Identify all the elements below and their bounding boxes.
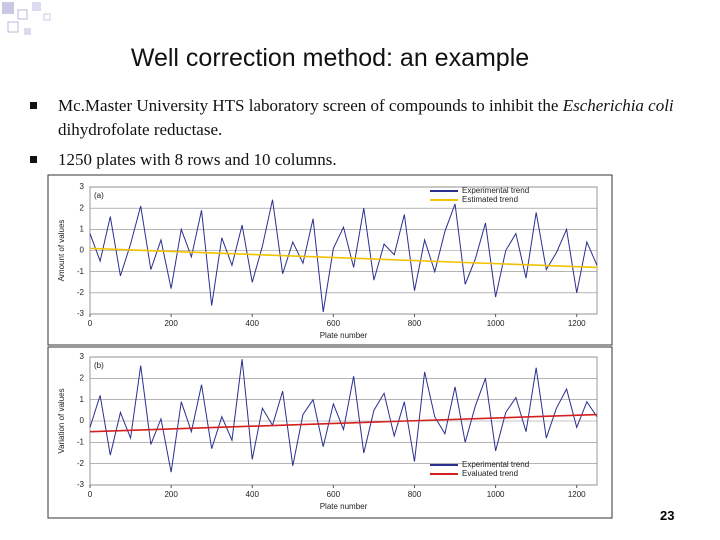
bullet: Mc.Master University HTS laboratory scre… [58, 94, 698, 142]
data-line [89, 247, 598, 269]
bullet-text: dihydrofolate reductase. [58, 120, 223, 139]
y-tick-label: 3 [80, 352, 85, 361]
y-tick-label: 0 [80, 416, 85, 425]
bullet-text: 1250 plates with 8 rows and 10 columns. [58, 150, 337, 169]
legend-label: Estimated trend [462, 195, 518, 204]
x-tick-label: 400 [246, 319, 260, 328]
y-tick-label: -2 [77, 288, 85, 297]
x-tick-label: 0 [88, 319, 93, 328]
y-tick-label: 0 [80, 246, 85, 255]
y-axis-label: Variation of values [57, 388, 66, 453]
x-tick-label: 600 [327, 490, 341, 499]
data-line [89, 359, 598, 473]
x-tick-label: 800 [408, 319, 422, 328]
decoration [2, 2, 51, 35]
x-axis-label: Plate number [320, 502, 368, 511]
x-tick-label: 600 [327, 319, 341, 328]
x-tick-label: 400 [246, 490, 260, 499]
x-tick-label: 0 [88, 490, 93, 499]
bullet-italic: Escherichia coli [562, 96, 674, 115]
x-tick-label: 800 [408, 490, 422, 499]
x-tick-label: 1200 [568, 490, 586, 499]
bullet: 1250 plates with 8 rows and 10 columns. [58, 148, 698, 172]
x-axis-label: Plate number [320, 331, 368, 340]
x-tick-label: 1000 [487, 319, 505, 328]
y-tick-label: -1 [77, 437, 85, 446]
y-tick-label: 2 [80, 203, 85, 212]
y-tick-label: -2 [77, 459, 85, 468]
bullet-text: Mc.Master University HTS laboratory scre… [58, 96, 559, 115]
x-tick-label: 200 [164, 319, 178, 328]
y-tick-label: 3 [80, 182, 85, 191]
slide-title: Well correction method: an example [130, 44, 530, 72]
y-tick-label: 2 [80, 373, 85, 382]
y-tick-label: -1 [77, 267, 85, 276]
x-tick-label: 1200 [568, 319, 586, 328]
y-tick-label: -3 [77, 309, 85, 318]
y-axis-label: Amount of values [57, 220, 66, 282]
legend-label: Experimental trend [462, 460, 529, 469]
y-tick-label: -3 [77, 480, 85, 489]
page-number: 23 [660, 508, 675, 523]
chart-frame [47, 174, 613, 346]
x-tick-label: 1000 [487, 490, 505, 499]
bullet-marker [30, 102, 37, 109]
x-tick-label: 200 [164, 490, 178, 499]
panel-label: (a) [94, 191, 104, 200]
bullet-marker [30, 156, 37, 163]
data-line [89, 413, 598, 433]
legend-label: Experimental trend [462, 186, 529, 195]
legend-label: Evaluated trend [462, 469, 518, 478]
y-tick-label: 1 [80, 395, 85, 404]
y-tick-label: 1 [80, 224, 85, 233]
data-line [89, 199, 598, 312]
panel-label: (b) [94, 361, 104, 370]
